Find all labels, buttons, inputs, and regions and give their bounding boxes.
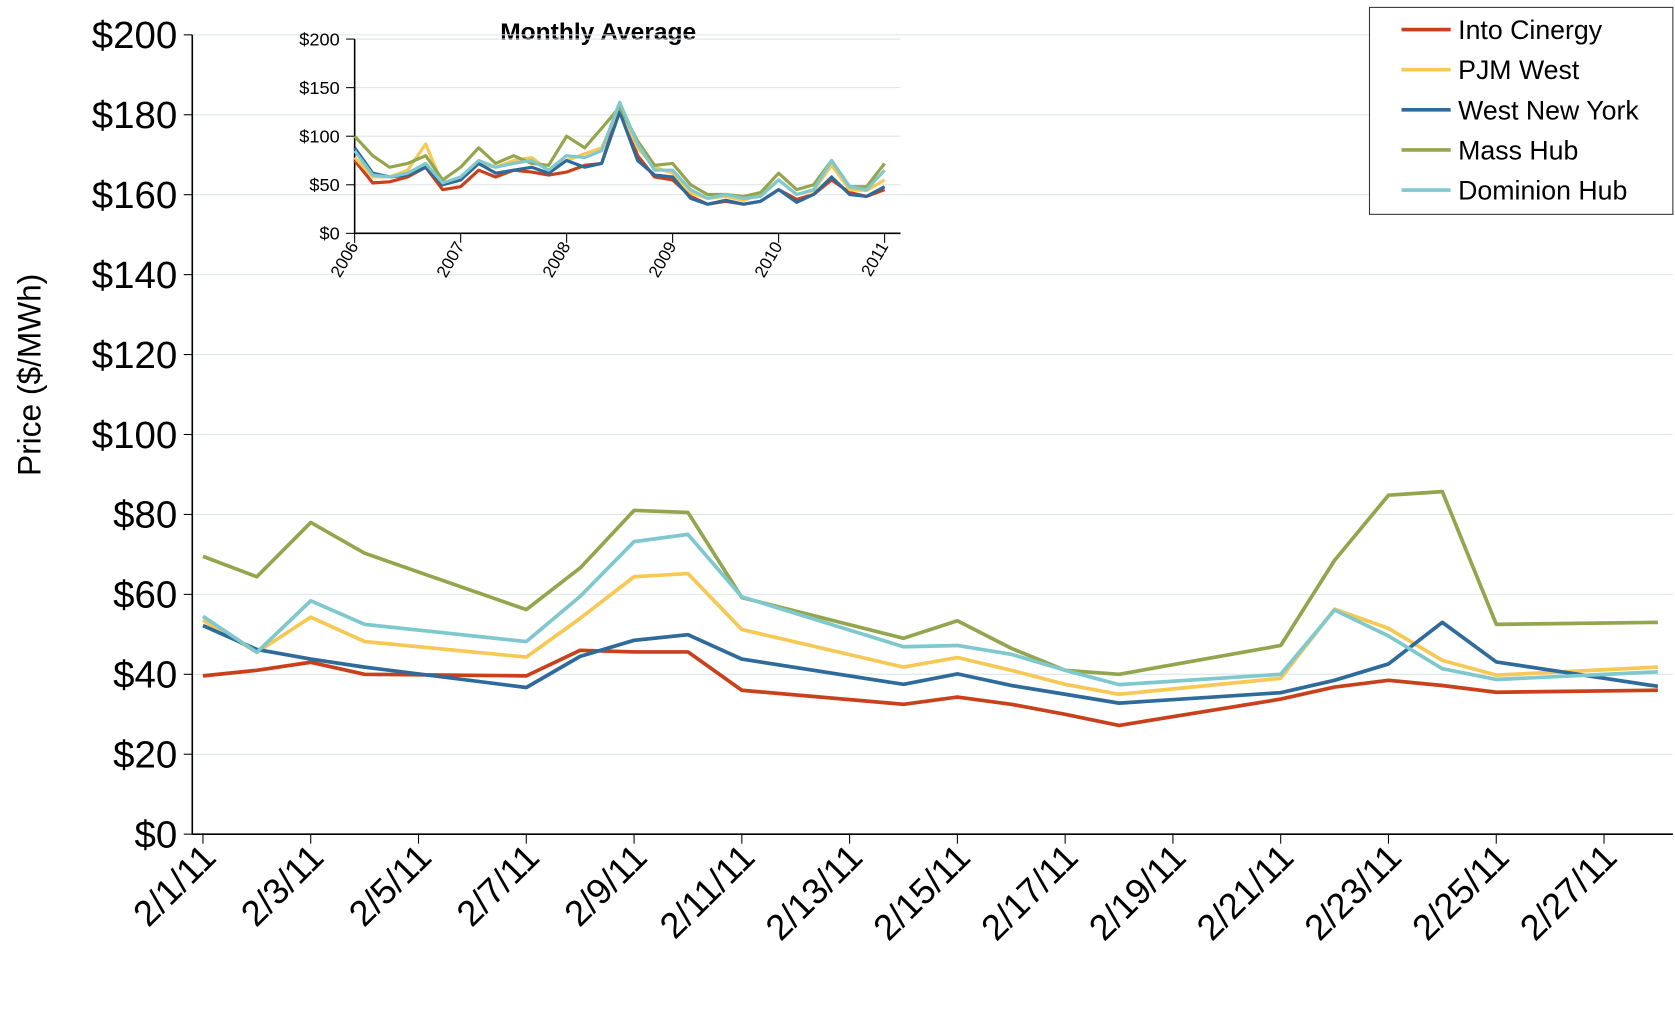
x-tick-label: 2/7/11	[448, 836, 547, 934]
y-tick-label: $150	[299, 78, 339, 98]
legend-label: West New York	[1458, 95, 1639, 125]
y-tick-label: $40	[113, 654, 177, 697]
legend-label: Into Cinergy	[1458, 15, 1603, 45]
y-tick-label: $50	[309, 175, 339, 195]
inset-title: Monthly Average	[500, 19, 696, 46]
y-tick-label: $160	[92, 174, 178, 217]
x-tick-label: 2/21/11	[1188, 836, 1301, 948]
series-line	[353, 105, 886, 206]
y-tick-label: $200	[92, 14, 178, 57]
y-tick-label: $60	[113, 574, 177, 617]
x-tick-label: 2/27/11	[1512, 836, 1625, 948]
y-tick-label: $140	[92, 254, 178, 297]
y-axis-title: Price ($/MWh)	[11, 274, 47, 476]
y-tick-label: $200	[299, 29, 339, 49]
series-line	[202, 489, 1658, 677]
series-line	[353, 110, 886, 206]
y-tick-label: $180	[92, 94, 178, 137]
x-tick-label: 2/25/11	[1404, 836, 1517, 948]
x-tick-label: 2/23/11	[1296, 836, 1409, 948]
series-line	[201, 532, 1658, 687]
y-tick-label: $0	[135, 814, 178, 857]
y-tick-label: $100	[92, 414, 178, 457]
legend-label: PJM West	[1458, 55, 1580, 85]
x-tick-label: 2/15/11	[865, 836, 978, 948]
series-line	[202, 648, 1658, 728]
y-tick-label: $0	[320, 224, 340, 244]
y-tick-label: $100	[299, 127, 339, 147]
legend-label: Dominion Hub	[1458, 176, 1627, 206]
x-tick-label: 2/9/11	[556, 836, 655, 934]
x-tick-label: 2/13/11	[757, 836, 870, 948]
y-tick-label: $20	[113, 734, 177, 777]
series-line	[353, 105, 886, 198]
series-line	[353, 100, 886, 200]
x-tick-label: 2/11/11	[651, 836, 762, 946]
series-line	[202, 620, 1659, 705]
x-tick-label: 2011	[857, 239, 892, 280]
legend-label: Mass Hub	[1458, 136, 1578, 166]
x-tick-label: 2/19/11	[1081, 836, 1194, 948]
x-tick-label: 2/17/11	[973, 836, 1086, 948]
x-tick-label: 2/5/11	[341, 836, 440, 934]
y-tick-label: $120	[92, 334, 178, 377]
y-tick-label: $80	[113, 494, 177, 537]
series-line	[202, 571, 1659, 697]
x-tick-label: 2/3/11	[233, 836, 332, 934]
